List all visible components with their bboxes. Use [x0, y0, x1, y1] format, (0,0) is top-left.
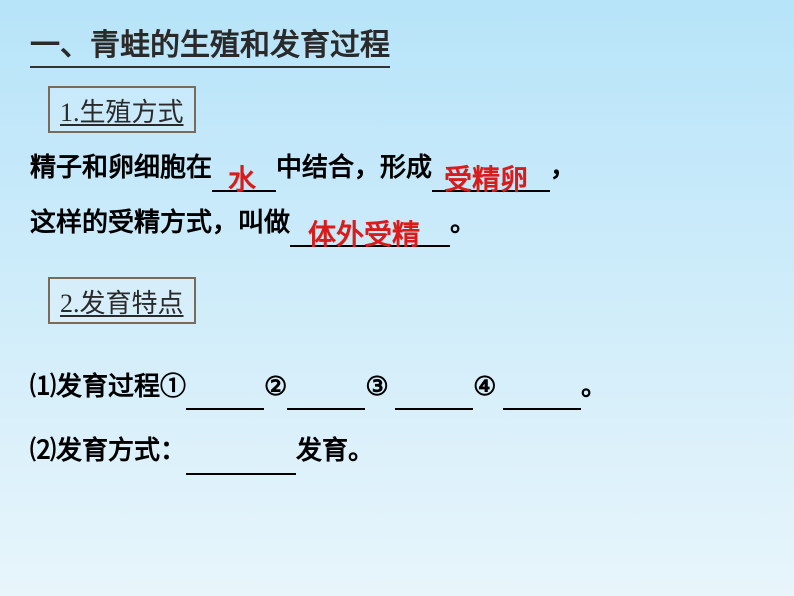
blank-q1-3	[395, 384, 473, 410]
blank-2: 受精卵	[432, 190, 550, 192]
blank-q1-1	[186, 384, 264, 410]
question-1: ⑴发育过程① ② ③ ④ 。	[30, 364, 764, 411]
q2-label: ⑵发育方式：	[30, 436, 186, 465]
line1-text1: 精子和卵细胞在	[30, 153, 212, 182]
q1-end: 。	[581, 372, 607, 401]
answer-3: 体外受精	[308, 211, 420, 261]
line2-text2: 。	[450, 208, 476, 237]
main-title: 一、青蛙的生殖和发育过程	[30, 20, 390, 68]
blank-q1-2	[287, 384, 365, 410]
section1-heading: 1.生殖方式	[48, 86, 196, 133]
blank-3: 体外受精	[290, 245, 450, 247]
blank-q1-4	[503, 384, 581, 410]
q2-end: 发育。	[296, 436, 374, 465]
q1-mid2: ②	[264, 372, 287, 401]
section-2: 2.发育特点 ⑴发育过程① ② ③ ④ 。 ⑵发育方式： 发育。	[30, 277, 764, 476]
question-2: ⑵发育方式： 发育。	[30, 428, 764, 475]
answer-2: 受精卵	[444, 156, 528, 206]
section-1: 1.生殖方式 精子和卵细胞在水中结合，形成受精卵， 这样的受精方式，叫做体外受精…	[30, 86, 764, 247]
blank-1: 水	[212, 190, 276, 192]
section1-line1: 精子和卵细胞在水 中结合，形成受精卵 ，	[30, 145, 764, 192]
slide-container: 一、青蛙的生殖和发育过程 1.生殖方式 精子和卵细胞在水中结合，形成受精卵， 这…	[0, 0, 794, 596]
line1-text2: 中结合，形成	[276, 153, 432, 182]
q1-label: ⑴发育过程①	[30, 372, 186, 401]
section1-line2: 这样的受精方式，叫做体外受精 。	[30, 200, 764, 247]
answer-1: 水	[228, 156, 256, 206]
section2-heading: 2.发育特点	[48, 277, 196, 324]
q1-mid4: ④	[473, 372, 503, 401]
blank-q2-1	[186, 449, 296, 475]
line1-text3: ，	[550, 153, 576, 182]
line2-text1: 这样的受精方式，叫做	[30, 208, 290, 237]
q1-mid3: ③	[365, 372, 395, 401]
